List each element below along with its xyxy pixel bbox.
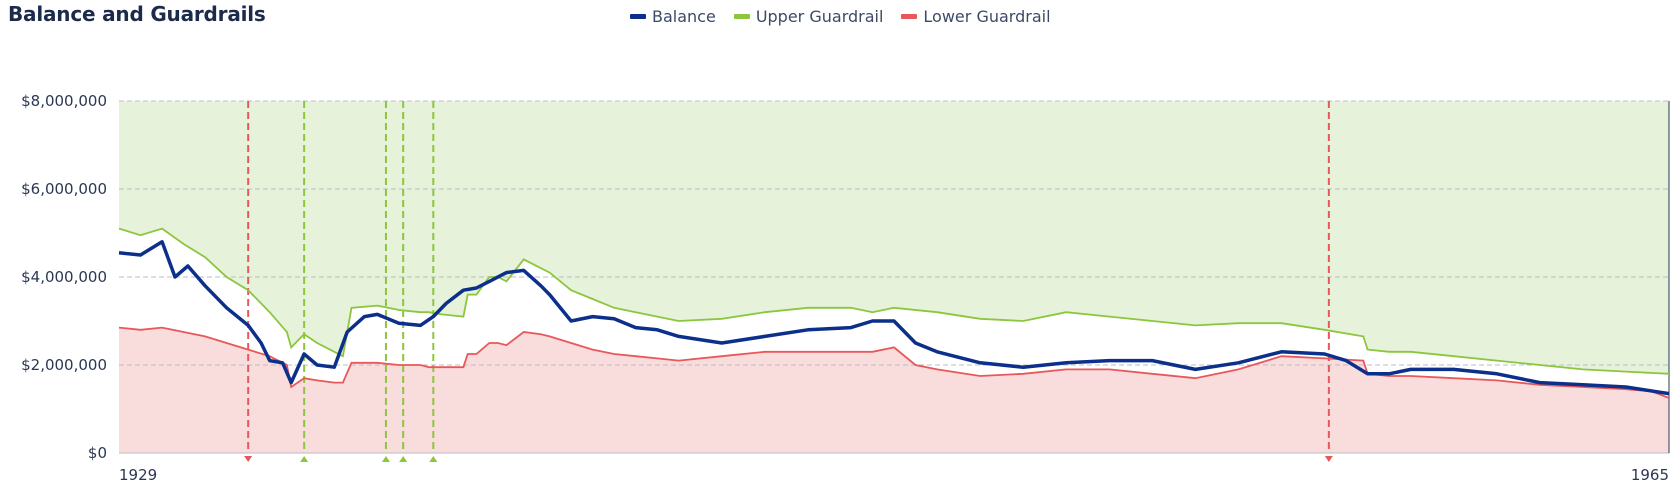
y-tick-label: $0	[88, 444, 107, 462]
guardrail-hit-marker-upper	[399, 456, 408, 462]
y-tick-label: $2,000,000	[21, 356, 107, 374]
upper-zone-fill	[119, 101, 1669, 374]
legend-label-balance: Balance	[652, 7, 716, 26]
series-line-lower-guardrail	[118, 326, 1670, 399]
legend-item-lower-guardrail[interactable]: Lower Guardrail	[901, 7, 1051, 26]
guardrail-hit-marker-upper	[429, 456, 438, 462]
legend-label-upper-guardrail: Upper Guardrail	[755, 7, 884, 26]
y-tick-label: $6,000,000	[21, 180, 107, 198]
x-tick-label: 1929	[119, 466, 157, 484]
legend-swatch-balance	[630, 14, 646, 19]
guardrail-hit-marker-upper	[381, 456, 390, 462]
series-line-balance	[118, 240, 1670, 396]
lower-zone-fill	[119, 327, 1669, 453]
chart-legend: Balance Upper Guardrail Lower Guardrail	[630, 7, 1051, 26]
guardrail-hit-marker-lower	[244, 456, 253, 462]
chart-title: Balance and Guardrails	[8, 2, 266, 26]
guardrail-hit-marker-upper	[300, 456, 309, 462]
x-tick-label: 1965	[1631, 466, 1669, 484]
guardrail-hit-marker-lower	[1324, 456, 1333, 462]
y-tick-label: $8,000,000	[21, 92, 107, 110]
legend-swatch-upper-guardrail	[733, 14, 750, 19]
y-tick-label: $4,000,000	[21, 268, 107, 286]
series-line-upper-guardrail	[118, 227, 1670, 375]
legend-item-upper-guardrail[interactable]: Upper Guardrail	[733, 7, 884, 26]
legend-swatch-lower-guardrail	[901, 14, 918, 19]
legend-label-lower-guardrail: Lower Guardrail	[923, 7, 1051, 26]
legend-item-balance[interactable]: Balance	[630, 7, 716, 26]
